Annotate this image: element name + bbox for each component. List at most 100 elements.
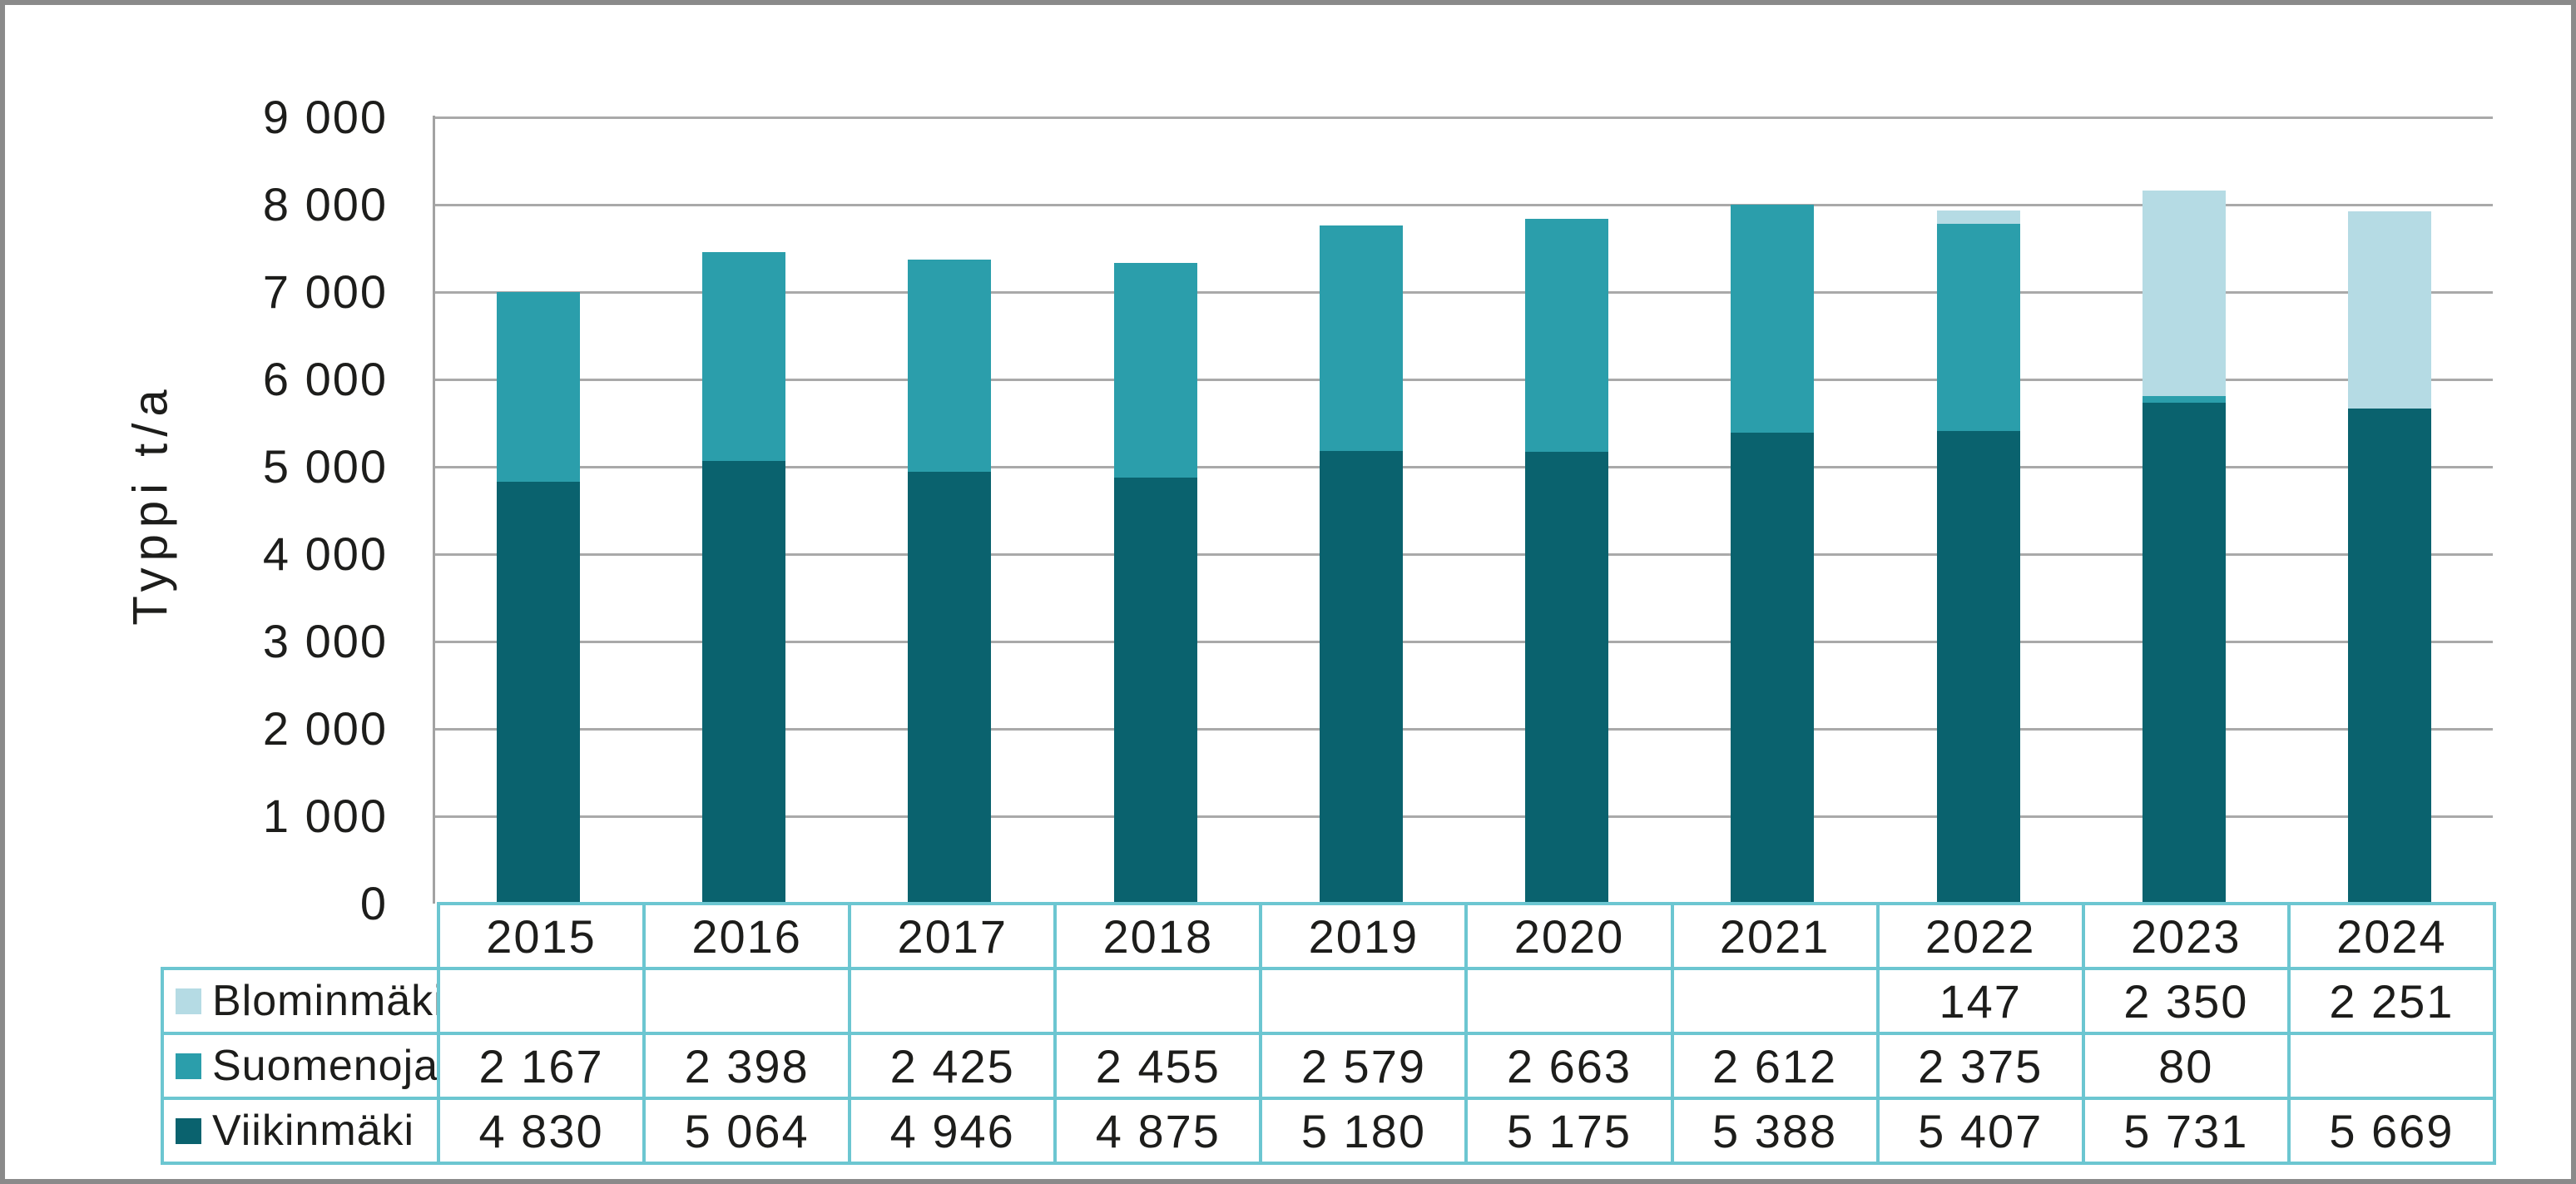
gridline-8000 — [435, 203, 2493, 206]
value-cell-Blominmäki-2017 — [848, 967, 1058, 1035]
plot-area — [435, 116, 2493, 904]
bar-segment-Suomenoja-2015 — [496, 292, 580, 482]
bar-segment-Suomenoja-2017 — [908, 260, 992, 472]
value-cell-Blominmäki-2023: 2 350 — [2081, 967, 2291, 1035]
y-axis-line — [433, 116, 435, 904]
value-cell-Viikinmäki-2021: 5 388 — [1670, 1097, 1880, 1165]
value-cell-Suomenoja-2023: 80 — [2081, 1032, 2291, 1100]
gridline-9000 — [435, 116, 2493, 119]
value-cell-Suomenoja-2017: 2 425 — [848, 1032, 1058, 1100]
value-cell-Blominmäki-2016 — [642, 967, 852, 1035]
y-tick-label-5000: 5 000 — [262, 440, 388, 493]
year-header-cell-2015: 2015 — [436, 902, 646, 970]
bar-stack-2020 — [1525, 117, 1609, 904]
value-cell-Blominmäki-2015 — [436, 967, 646, 1035]
value-cell-Suomenoja-2022: 2 375 — [1875, 1032, 2085, 1100]
y-tick-label-1000: 1 000 — [262, 790, 388, 842]
y-tick-label-8000: 8 000 — [262, 178, 388, 230]
value-cell-Viikinmäki-2023: 5 731 — [2081, 1097, 2291, 1165]
legend-swatch-Blominmäki — [176, 988, 201, 1014]
value-cell-Viikinmäki-2015: 4 830 — [436, 1097, 646, 1165]
legend-label-Blominmäki: Blominmäki — [212, 977, 438, 1025]
bar-segment-Suomenoja-2018 — [1113, 263, 1197, 478]
bar-segment-Viikinmäki-2018 — [1113, 478, 1197, 904]
gridline-2000 — [435, 727, 2493, 731]
bar-segment-Viikinmäki-2022 — [1936, 431, 2020, 904]
table-row-Blominmäki: Blominmäki 147 2 350 2 251 — [161, 967, 2496, 1035]
value-cell-Viikinmäki-2020: 5 175 — [1464, 1097, 1674, 1165]
year-header-cell-2019: 2019 — [1259, 902, 1469, 970]
bar-segment-Blominmäki-2022 — [1936, 211, 2020, 224]
legend-label-Viikinmäki: Viikinmäki — [212, 1107, 415, 1155]
gridline-1000 — [435, 815, 2493, 818]
value-cell-Blominmäki-2022: 147 — [1875, 967, 2085, 1035]
bar-stack-2017 — [908, 117, 992, 904]
bar-stack-2015 — [496, 117, 580, 904]
gridline-3000 — [435, 640, 2493, 643]
value-cell-Blominmäki-2018 — [1053, 967, 1263, 1035]
value-cell-Suomenoja-2020: 2 663 — [1464, 1032, 1674, 1100]
bar-segment-Suomenoja-2020 — [1525, 219, 1609, 452]
year-header-cell-2018: 2018 — [1053, 902, 1263, 970]
bar-segment-Viikinmäki-2020 — [1525, 451, 1609, 904]
bar-stack-2024 — [2348, 117, 2432, 904]
data-table: 2015 2016 2017 2018 2019 2020 2021 2022 2023 2024… — [161, 902, 2496, 1165]
bar-segment-Suomenoja-2023 — [2143, 395, 2227, 404]
value-cell-Suomenoja-2021: 2 612 — [1670, 1032, 1880, 1100]
value-cell-Viikinmäki-2017: 4 946 — [848, 1097, 1058, 1165]
bar-segment-Viikinmäki-2016 — [701, 461, 785, 904]
gridline-4000 — [435, 552, 2493, 556]
y-tick-label-4000: 4 000 — [262, 528, 388, 580]
legend-label-Suomenoja: Suomenoja — [212, 1042, 438, 1090]
bar-stack-2021 — [1731, 117, 1815, 904]
bar-segment-Suomenoja-2022 — [1936, 223, 2020, 432]
value-cell-Suomenoja-2019: 2 579 — [1259, 1032, 1469, 1100]
gridline-7000 — [435, 290, 2493, 294]
bar-segment-Blominmäki-2024 — [2348, 211, 2432, 409]
year-header-cell-2022: 2022 — [1875, 902, 2085, 970]
bar-segment-Suomenoja-2016 — [701, 251, 785, 462]
legend-swatch-Viikinmäki — [176, 1117, 201, 1144]
table-row-Suomenoja: Suomenoja 2 167 2 398 2 425 2 455 2 579 2 663 2… — [161, 1032, 2496, 1100]
value-cell-Suomenoja-2015: 2 167 — [436, 1032, 646, 1100]
bar-segment-Viikinmäki-2024 — [2348, 408, 2432, 904]
bar-segment-Suomenoja-2019 — [1319, 225, 1403, 452]
bar-segment-Viikinmäki-2017 — [908, 471, 992, 904]
bar-stack-2019 — [1319, 117, 1403, 904]
value-cell-Suomenoja-2024 — [2286, 1032, 2496, 1100]
value-cell-Suomenoja-2018: 2 455 — [1053, 1032, 1263, 1100]
value-cell-Viikinmäki-2018: 4 875 — [1053, 1097, 1263, 1165]
table-header-row: 2015 2016 2017 2018 2019 2020 2021 2022 2023 2024 — [162, 902, 2496, 970]
value-cell-Blominmäki-2019 — [1259, 967, 1469, 1035]
y-tick-label-2000: 2 000 — [262, 702, 388, 755]
year-header-cell-2016: 2016 — [642, 902, 852, 970]
legend-cell-Viikinmäki: Viikinmäki — [161, 1097, 440, 1165]
bar-segment-Suomenoja-2021 — [1731, 205, 1815, 433]
y-tick-label-0: 0 — [359, 877, 388, 929]
value-cell-Blominmäki-2021 — [1670, 967, 1880, 1035]
y-tick-label-7000: 7 000 — [262, 265, 388, 318]
legend-swatch-Suomenoja — [176, 1053, 201, 1079]
year-header-cell-2023: 2023 — [2081, 902, 2291, 970]
value-cell-Viikinmäki-2024: 5 669 — [2286, 1097, 2496, 1165]
bar-segment-Blominmäki-2023 — [2143, 191, 2227, 396]
value-cell-Blominmäki-2024: 2 251 — [2286, 967, 2496, 1035]
data-table-wrap: 2015 2016 2017 2018 2019 2020 2021 2022 2023 2024… — [161, 902, 2496, 1165]
value-cell-Viikinmäki-2022: 5 407 — [1875, 1097, 2085, 1165]
value-cell-Suomenoja-2016: 2 398 — [642, 1032, 852, 1100]
legend-cell-Suomenoja: Suomenoja — [161, 1032, 440, 1100]
y-tick-label-3000: 3 000 — [262, 615, 388, 667]
y-axis-title: Typpi t/a — [123, 383, 178, 626]
bar-segment-Viikinmäki-2015 — [496, 481, 580, 904]
year-header-cell-2017: 2017 — [848, 902, 1058, 970]
value-cell-Viikinmäki-2019: 5 180 — [1259, 1097, 1469, 1165]
table-corner-cell — [162, 904, 438, 969]
gridline-6000 — [435, 378, 2493, 381]
year-header-cell-2024: 2024 — [2286, 902, 2496, 970]
bar-segment-Viikinmäki-2021 — [1731, 433, 1815, 904]
gridline-5000 — [435, 465, 2493, 468]
bar-segment-Viikinmäki-2019 — [1319, 451, 1403, 904]
value-cell-Blominmäki-2020 — [1464, 967, 1674, 1035]
y-tick-label-9000: 9 000 — [262, 91, 388, 143]
